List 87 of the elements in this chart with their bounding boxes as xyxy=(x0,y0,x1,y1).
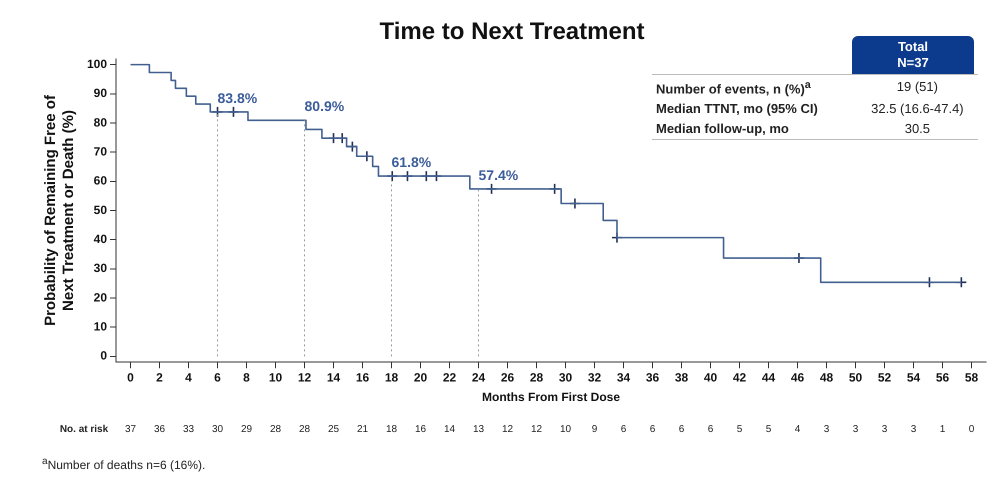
y-tick-label: 100 xyxy=(86,56,108,71)
y-tick-label: 0 xyxy=(100,348,108,363)
text: 28 xyxy=(298,424,311,435)
text: 16 xyxy=(414,424,427,435)
text: No. at risk xyxy=(60,424,109,435)
text: 37 xyxy=(124,424,137,435)
x-tick-label: 48 xyxy=(820,370,834,385)
x-tick-label: 18 xyxy=(384,370,399,385)
text: 0 xyxy=(968,424,975,435)
annotation: 61.8% xyxy=(392,154,432,170)
header-box: Total N=37 xyxy=(852,36,974,74)
y-axis-title: Probability of Remaining Free of Next Treatment or Death (%) xyxy=(42,94,78,326)
x-tick-label: 6 xyxy=(214,370,222,385)
x-tick-label: 0 xyxy=(127,370,134,385)
x-tick-label: 8 xyxy=(243,370,250,385)
annotation: 19 (51) xyxy=(896,78,939,96)
x-tick-label: 58 xyxy=(964,370,978,385)
x-tick-label: 34 xyxy=(616,370,631,385)
text: 5 xyxy=(736,424,743,435)
text: 6 xyxy=(650,424,656,435)
text: 29 xyxy=(240,424,253,435)
x-tick-label: 24 xyxy=(472,370,486,385)
x-tick-label: 42 xyxy=(732,370,746,385)
y-tick-label: 60 xyxy=(94,174,108,188)
annotation: 83.8% xyxy=(218,90,258,106)
annotation: Number of events, n (%)$^{a}$ xyxy=(655,78,812,98)
y-tick-label: 20 xyxy=(94,290,108,304)
annotation: 80.9% xyxy=(304,98,345,114)
x-tick-label: 4 xyxy=(185,370,192,385)
text: 36 xyxy=(154,424,166,435)
x-axis-title: Months From First Dose xyxy=(482,390,620,404)
x-tick-label: 14 xyxy=(326,370,341,385)
text: 30 xyxy=(212,424,224,435)
x-tick-label: 20 xyxy=(414,370,428,385)
text: 18 xyxy=(386,424,398,435)
text: 28 xyxy=(270,424,282,435)
x-tick-label: 38 xyxy=(674,370,688,385)
text: 9 xyxy=(592,424,598,435)
annotation: 30.5 xyxy=(904,120,932,138)
x-tick-label: 36 xyxy=(646,370,660,385)
annotation: Median TTNT, mo (95% CI) xyxy=(655,100,819,118)
text: 14 xyxy=(444,424,456,435)
text: 6 xyxy=(620,424,627,435)
text: 10 xyxy=(560,424,572,435)
annotation: Median follow-up, mo xyxy=(655,120,790,138)
x-tick-label: 50 xyxy=(848,370,862,385)
y-tick-label: 80 xyxy=(94,115,108,130)
text: 3 xyxy=(882,424,888,435)
text: 3 xyxy=(824,424,830,435)
x-tick-label: 52 xyxy=(878,370,892,385)
text: 25 xyxy=(328,424,340,435)
x-tick-label: 28 xyxy=(530,370,544,385)
x-tick-label: 2 xyxy=(156,370,164,385)
x-tick-label: 40 xyxy=(704,370,718,385)
x-tick-label: 30 xyxy=(558,370,573,385)
y-tick-label: 50 xyxy=(94,202,108,217)
x-tick-label: 56 xyxy=(936,370,950,385)
text: 33 xyxy=(182,424,195,435)
text: 3 xyxy=(910,424,917,435)
annotation: 57.4% xyxy=(478,166,519,183)
x-tick-label: 44 xyxy=(762,370,776,385)
text: 13 xyxy=(472,424,485,435)
x-tick-label: 22 xyxy=(442,370,457,385)
y-tick-label: 70 xyxy=(94,144,108,158)
annotation: 32.5 (16.6-47.4) xyxy=(870,100,965,118)
x-tick-label: 54 xyxy=(906,370,920,385)
x-tick-label: 12 xyxy=(298,370,312,385)
text: $^{a}$Number of deaths n=6 (16%). xyxy=(42,456,206,472)
text: 12 xyxy=(502,424,514,435)
y-tick-label: 90 xyxy=(94,86,108,100)
text: 4 xyxy=(794,424,801,435)
text: 6 xyxy=(708,424,714,435)
text: 5 xyxy=(766,424,772,435)
text: 12 xyxy=(530,424,543,435)
text: 21 xyxy=(356,424,369,435)
y-tick-label: 30 xyxy=(94,261,108,276)
text: 1 xyxy=(940,424,946,435)
y-tick-label: 40 xyxy=(94,232,108,246)
chart-title: Time to Next Treatment xyxy=(380,18,644,46)
text: 6 xyxy=(678,424,685,435)
x-tick-label: 26 xyxy=(500,370,515,385)
x-tick-label: 16 xyxy=(356,370,370,385)
x-tick-label: 46 xyxy=(790,370,804,385)
x-tick-label: 10 xyxy=(268,370,283,385)
y-tick-label: 10 xyxy=(94,320,108,334)
x-tick-label: 32 xyxy=(588,370,602,385)
text: 3 xyxy=(852,424,859,435)
